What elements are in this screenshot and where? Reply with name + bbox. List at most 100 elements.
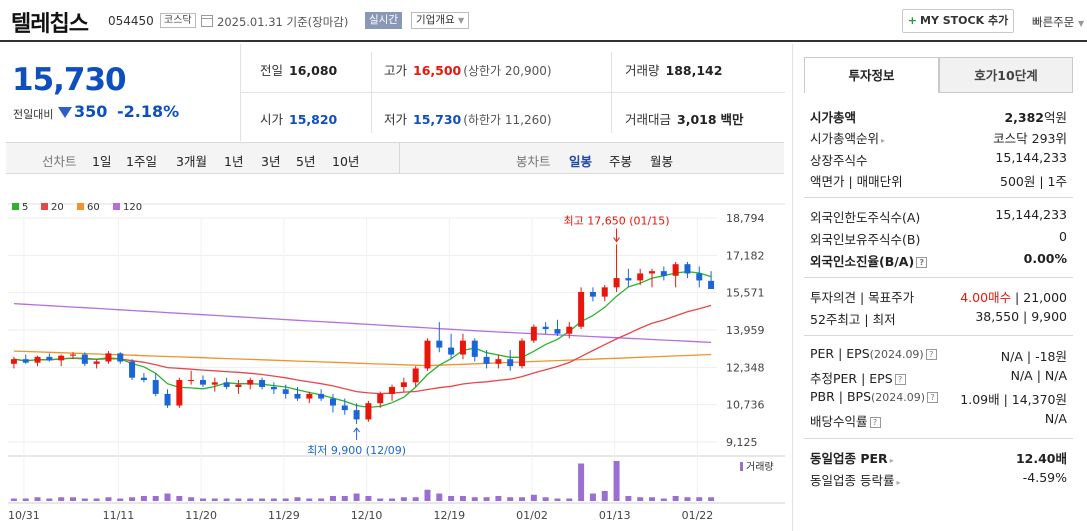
help-icon[interactable]: ?	[869, 417, 881, 428]
price-change-value: 350	[74, 102, 108, 121]
realtime-button[interactable]: 실시간	[365, 12, 402, 29]
tab-1w[interactable]: 1주일	[126, 154, 157, 169]
volume-bar	[637, 497, 644, 501]
volume-bar	[129, 497, 136, 501]
tab-3y[interactable]: 3년	[261, 154, 281, 169]
volume-bar	[495, 496, 502, 501]
candle-body	[519, 340, 526, 367]
legend-swatch	[113, 203, 120, 210]
price-chart[interactable]: 18,794 17,182 15,571 13,959 12,348 10,736 9,12…	[0, 176, 785, 531]
tab-5y[interactable]: 5년	[296, 154, 316, 169]
volume-bar	[188, 497, 195, 501]
candle-body	[507, 359, 514, 367]
candle-body	[637, 273, 644, 281]
candle-body	[578, 291, 585, 327]
tab-investment-info[interactable]: 투자정보	[804, 57, 939, 93]
pbr-row: PBR | BPS(2024.09)? 1.09배 | 14,370원	[810, 389, 1067, 407]
volume-bar	[140, 496, 147, 501]
candle-body	[46, 356, 53, 361]
down-arrow-icon	[58, 107, 72, 118]
candle-body	[329, 398, 336, 406]
volume-bar	[105, 497, 112, 501]
header: 텔레칩스 054450 코스닥 2025.01.31 기준(장마감) 실시간 기…	[0, 0, 1087, 42]
candle-body	[69, 354, 76, 356]
market-cap-row: 시가총액 2,382억원	[810, 110, 1067, 125]
volume-bar	[708, 497, 715, 501]
volume-bar	[81, 498, 88, 501]
y-tick-label: 15,571	[726, 287, 765, 300]
volume-bar	[459, 496, 466, 501]
x-tick-label: 10/31	[8, 509, 40, 522]
x-tick-label: 11/11	[103, 509, 135, 522]
volume-bar	[389, 498, 396, 501]
candle-body	[164, 393, 171, 406]
volume-bar	[46, 498, 53, 501]
volume-bar	[10, 498, 17, 501]
help-icon[interactable]: ?	[894, 374, 906, 385]
volume-bar	[448, 496, 455, 501]
candle-chart-label: 봉차트	[516, 154, 551, 169]
volume-bar	[152, 496, 159, 501]
volume-bar	[235, 498, 242, 501]
legend-swatch	[41, 203, 48, 210]
x-tick-label: 12/10	[351, 509, 383, 522]
tab-orderbook[interactable]: 호가10단계	[939, 57, 1073, 93]
volume-bar	[601, 491, 608, 501]
candle-body	[353, 410, 360, 420]
price-box: 15,730 전일대비 350 -2.18%	[0, 44, 240, 141]
industry-per-row[interactable]: 동일업종 PER ▸ 12.40배	[810, 451, 1067, 466]
volume-legend-swatch	[740, 462, 743, 471]
industry-rate-row[interactable]: 동일업종 등락률 ▸ -4.59%	[810, 470, 1067, 488]
company-overview-label: 기업개요	[416, 14, 455, 26]
market-cap-rank-row[interactable]: 시가총액순위 ▸ 코스닥 293위	[810, 131, 1067, 146]
volume-bar	[589, 493, 596, 501]
volume-bar	[412, 497, 419, 501]
tab-weekly[interactable]: 주봉	[609, 154, 633, 169]
legend-label: 5	[22, 202, 28, 213]
help-icon[interactable]: ?	[927, 392, 939, 403]
quick-order-label: 빠른주문	[1032, 15, 1075, 29]
volume-bar	[377, 498, 384, 501]
help-icon[interactable]: ?	[916, 257, 928, 268]
tab-10y[interactable]: 10년	[332, 154, 360, 169]
company-overview-dropdown[interactable]: 기업개요 ▼	[411, 12, 470, 29]
volume-bar	[660, 498, 667, 501]
legend-label: 120	[123, 202, 142, 213]
y-tick-label: 18,794	[726, 212, 765, 225]
chevron-right-icon: ▸	[889, 456, 894, 465]
tab-daily[interactable]: 일봉	[569, 154, 593, 169]
candle-body	[211, 382, 218, 385]
tab-1y[interactable]: 1년	[224, 154, 244, 169]
help-icon[interactable]: ?	[925, 349, 937, 360]
tab-3m[interactable]: 3개월	[176, 154, 207, 169]
y-tick-label: 13,959	[726, 324, 765, 337]
volume-bar	[270, 498, 277, 501]
candle-body	[318, 393, 325, 399]
candle-body	[259, 380, 266, 387]
volume-bar	[672, 496, 679, 501]
chevron-down-icon: ▼	[457, 16, 465, 25]
candle-body	[672, 264, 679, 276]
volume-bar	[341, 496, 348, 501]
est-per-row: 추정PER | EPS? N/A | N/A	[810, 368, 1067, 386]
add-mystock-button[interactable]: + MY STOCK 추가	[902, 9, 1014, 33]
candle-body	[554, 329, 561, 334]
quick-order-dropdown[interactable]: 빠른주문 ▼	[1032, 14, 1084, 30]
candle-body	[448, 347, 455, 355]
volume-bar	[519, 497, 526, 501]
tab-1d[interactable]: 1일	[92, 154, 112, 169]
candle-body	[436, 340, 443, 348]
legend-swatch	[12, 203, 19, 210]
candle-body	[140, 377, 147, 381]
y-tick-label: 17,182	[726, 249, 765, 262]
divider	[241, 92, 785, 93]
high-arrow-head	[613, 237, 620, 243]
chevron-right-icon: ▸	[896, 478, 901, 487]
volume-bar	[22, 498, 29, 501]
low-price: 저가 15,730 (하한가 11,260)	[384, 112, 552, 127]
foreign-hold-row: 외국인보유주식수(B) 0	[810, 229, 1067, 247]
candle-body	[129, 361, 136, 378]
tab-monthly[interactable]: 월봉	[650, 154, 674, 169]
volume-bar	[69, 497, 76, 501]
volume-bar	[507, 497, 514, 501]
